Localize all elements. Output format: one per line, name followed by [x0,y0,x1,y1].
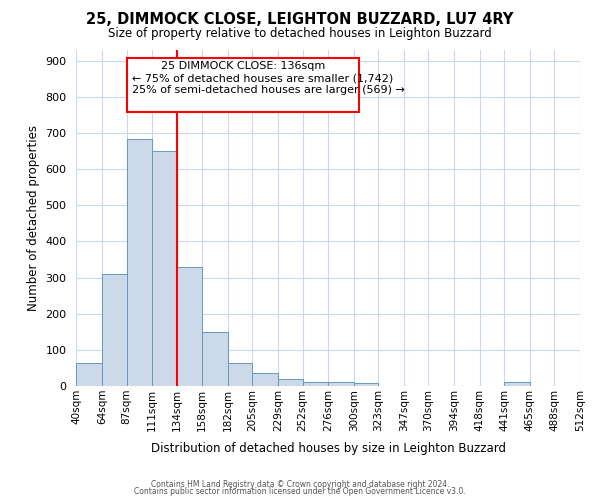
Bar [278,379,302,386]
Bar [202,332,228,386]
Text: ← 75% of detached houses are smaller (1,742): ← 75% of detached houses are smaller (1,… [132,74,393,84]
Text: 25% of semi-detached houses are larger (569) →: 25% of semi-detached houses are larger (… [132,86,405,96]
Bar [176,267,202,386]
Text: 25, DIMMOCK CLOSE, LEIGHTON BUZZARD, LU7 4RY: 25, DIMMOCK CLOSE, LEIGHTON BUZZARD, LU7… [86,12,514,28]
Bar [354,383,379,386]
Text: Contains public sector information licensed under the Open Government Licence v3: Contains public sector information licen… [134,488,466,496]
Bar [253,374,278,386]
Text: Size of property relative to detached houses in Leighton Buzzard: Size of property relative to detached ho… [108,28,492,40]
Bar [228,362,253,386]
Bar [76,362,102,386]
Bar [302,382,328,386]
FancyBboxPatch shape [127,58,359,112]
Bar [328,382,354,386]
Bar [102,274,127,386]
X-axis label: Distribution of detached houses by size in Leighton Buzzard: Distribution of detached houses by size … [151,442,506,455]
Bar [152,151,176,386]
Text: Contains HM Land Registry data © Crown copyright and database right 2024.: Contains HM Land Registry data © Crown c… [151,480,449,489]
Bar [127,138,152,386]
Text: 25 DIMMOCK CLOSE: 136sqm: 25 DIMMOCK CLOSE: 136sqm [161,61,325,71]
Y-axis label: Number of detached properties: Number of detached properties [27,125,40,311]
Bar [504,382,530,386]
